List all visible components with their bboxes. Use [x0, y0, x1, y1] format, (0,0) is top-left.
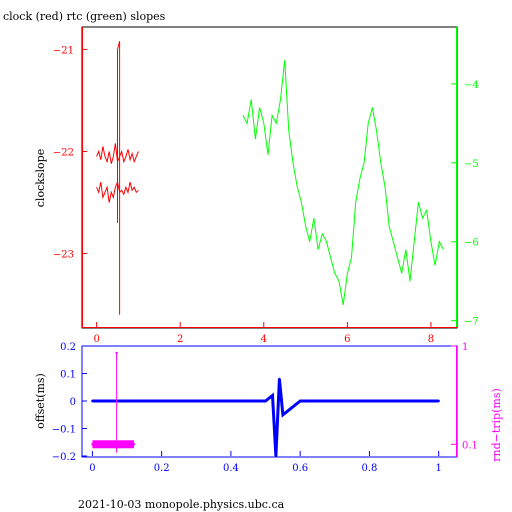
- top-x-tick-label: 8: [428, 334, 434, 345]
- bottom-offset-point: [333, 399, 336, 403]
- top-x-tick-label: 6: [344, 334, 350, 345]
- bottom-offset-point: [160, 399, 163, 403]
- top-x-tick-label: 4: [261, 334, 267, 345]
- top-series-line-2: [117, 41, 121, 315]
- bottom-y2-tick-label: 0.1: [462, 440, 478, 451]
- top-chart: 0 2 4 6 8 −21 −22 −23 −4 −5 −6 −7 clockslope: [34, 26, 479, 345]
- bottom-x-tick-label: 0.4: [223, 463, 239, 474]
- bottom-y-tick-label: 0.2: [60, 342, 76, 353]
- bottom-roundtrip-point: [115, 351, 118, 355]
- bottom-x-tick-label: 1: [435, 463, 441, 474]
- bottom-series-offset: [92, 378, 439, 457]
- bottom-offset-point: [271, 394, 274, 397]
- top-bottom-axis: [82, 327, 457, 328]
- bottom-y-tick-label: 0.1: [60, 370, 76, 381]
- bottom-chart: 0 0.2 0.4 0.6 0.8 1 0.2 0.1 0 −0.1 −0.2 1 0.1 offset…: [34, 342, 503, 474]
- top-plot-frame: [81, 26, 458, 329]
- bottom-offset-point: [274, 454, 278, 458]
- top-y2-tick-label: −7: [464, 317, 479, 328]
- bottom-x-tick-label: 0.6: [292, 463, 308, 474]
- bottom-offset-point: [278, 377, 281, 381]
- bottom-roundtrip-point: [132, 443, 136, 446]
- top-y2-tick-label: −5: [464, 159, 479, 170]
- top-y-tick-label: −21: [53, 45, 74, 56]
- bottom-offset-point: [125, 399, 129, 403]
- top-y-tick-label: −23: [53, 250, 74, 261]
- bottom-roundtrip-point: [111, 443, 115, 446]
- bottom-y-tick-label: −0.1: [52, 425, 76, 436]
- bottom-offset-point: [91, 399, 94, 403]
- bottom-y-axis-label: offset(ms): [34, 373, 47, 429]
- top-ticks: 0 2 4 6 8 −21 −22 −23 −4 −5 −6 −7: [53, 45, 479, 345]
- footer-label: 2021-10-03 monopole.physics.ubc.ca: [78, 498, 285, 511]
- bottom-y2-axis-label: rnd−trip(ms): [490, 388, 503, 462]
- bottom-y-tick-label: −0.2: [52, 452, 76, 463]
- top-y2-tick-label: −6: [464, 238, 479, 249]
- chart-title: clock (red) rtc (green) slopes: [3, 10, 166, 23]
- top-series: [96, 41, 444, 315]
- top-left-axis: [82, 27, 83, 328]
- bottom-ticks: 0 0.2 0.4 0.6 0.8 1 0.2 0.1 0 −0.1 −0.2 1 0.1: [52, 342, 478, 474]
- top-right-axis: [456, 27, 457, 328]
- bottom-right-axis: [456, 346, 457, 457]
- bottom-x-tick-label: 0: [89, 463, 95, 474]
- bottom-offset-point: [437, 399, 440, 403]
- bottom-y2-tick-label: 1: [462, 342, 468, 353]
- top-y-axis-label: clockslope: [34, 149, 47, 207]
- bottom-offset-point: [298, 399, 302, 403]
- top-x-tick-label: 0: [93, 334, 99, 345]
- bottom-offset-point: [264, 399, 267, 403]
- bottom-offset-point: [281, 413, 285, 416]
- bottom-x-tick-label: 0.2: [154, 463, 170, 474]
- top-series-line-3: [242, 60, 444, 305]
- bottom-series: [91, 351, 440, 458]
- bottom-offset-point: [229, 399, 233, 403]
- bottom-roundtrip-point: [91, 443, 94, 446]
- bottom-y-tick-label: 0: [70, 397, 76, 408]
- top-y2-tick-label: −4: [464, 80, 479, 91]
- top-y-tick-label: −22: [53, 147, 74, 158]
- bottom-offset-point: [368, 399, 371, 403]
- bottom-offset-point: [195, 399, 198, 403]
- top-x-tick-label: 2: [177, 334, 183, 345]
- bottom-x-tick-label: 0.8: [361, 463, 377, 474]
- bottom-offset-point: [402, 399, 406, 403]
